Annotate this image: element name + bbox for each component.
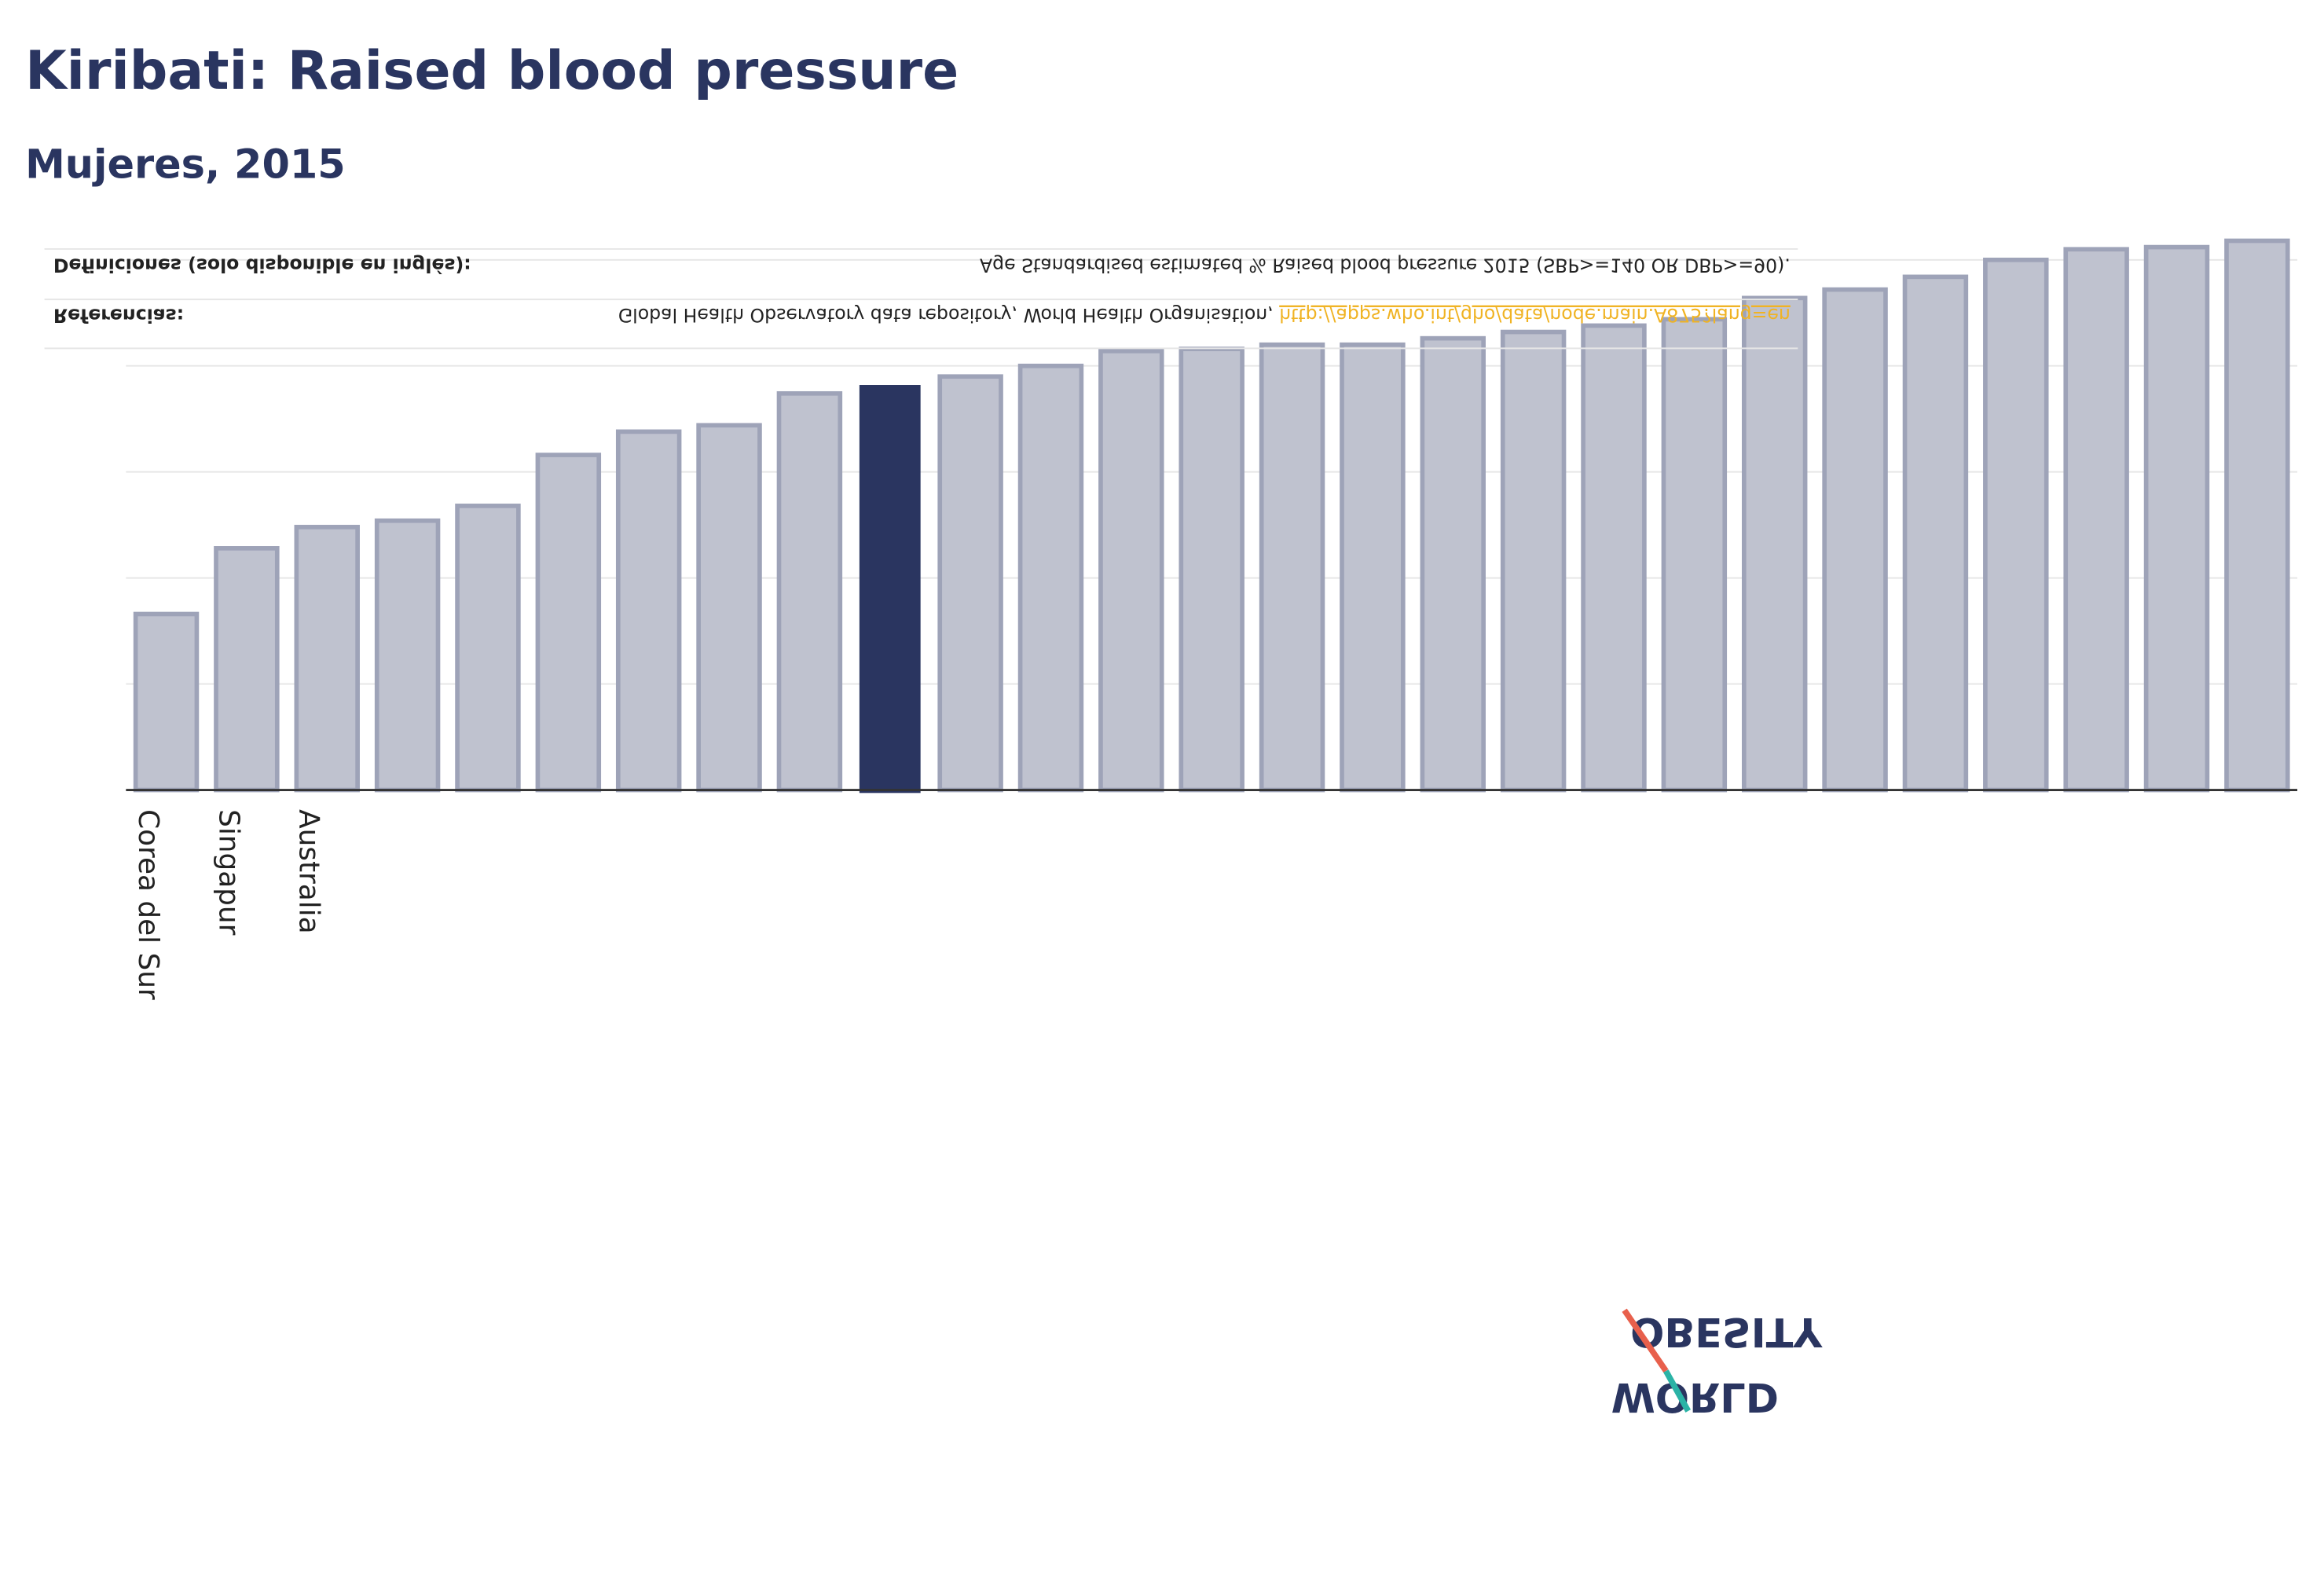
bar [615,429,682,793]
bar [1902,274,1969,793]
references: Global Health Observatory data repositor… [618,304,1791,326]
bar [1420,335,1486,793]
bar [374,518,441,793]
logo: OBESITY WORLD [1611,1308,1824,1420]
bar [455,504,521,793]
plot: Corea del Sur Singapur Australia [126,238,2298,1000]
x-tick-label: Singapur [212,809,244,936]
x-tick-label: Corea del Sur [132,809,164,1000]
bar [1581,323,1647,793]
bar [1259,342,1325,793]
bar [1017,363,1084,793]
logo-text: OBESITY [1630,1308,1823,1354]
notes-table: Definiciones (solo disponible en inglés)… [44,248,1798,350]
bar [2063,247,2129,793]
bar [1661,317,1728,793]
bar [937,374,1003,793]
bar [776,390,843,793]
bar [1983,257,2049,793]
bar [1340,342,1406,793]
bar [535,453,602,793]
chart-title: Kiribati: Raised blood pressure [25,40,959,102]
bar [696,423,762,793]
bar [294,525,360,793]
references-label: Referencias: [53,304,184,326]
bar [859,385,921,793]
bar [133,611,200,793]
bar [1178,346,1244,793]
bar [2143,244,2210,793]
references-link[interactable]: http://apps.who.int/gho/data/node.main.A… [1279,304,1791,326]
bar [1822,287,1888,793]
definitions-label: Definiciones (solo disponible en inglés)… [53,254,471,276]
logo-slash [1663,1369,1691,1413]
bar [214,546,280,793]
chart-subtitle: Mujeres, 2015 [25,141,346,188]
bar [1500,329,1567,793]
logo-text: WORLD [1611,1373,1779,1420]
bar [1741,295,1808,793]
references-text: Global Health Observatory data repositor… [618,304,1279,326]
logo-slash [1622,1308,1669,1373]
definitions-text: Age Standardised estimated % Raised bloo… [980,254,1791,276]
bar [2224,238,2290,793]
bar [1098,348,1164,793]
x-tick-label: Australia [293,809,325,933]
